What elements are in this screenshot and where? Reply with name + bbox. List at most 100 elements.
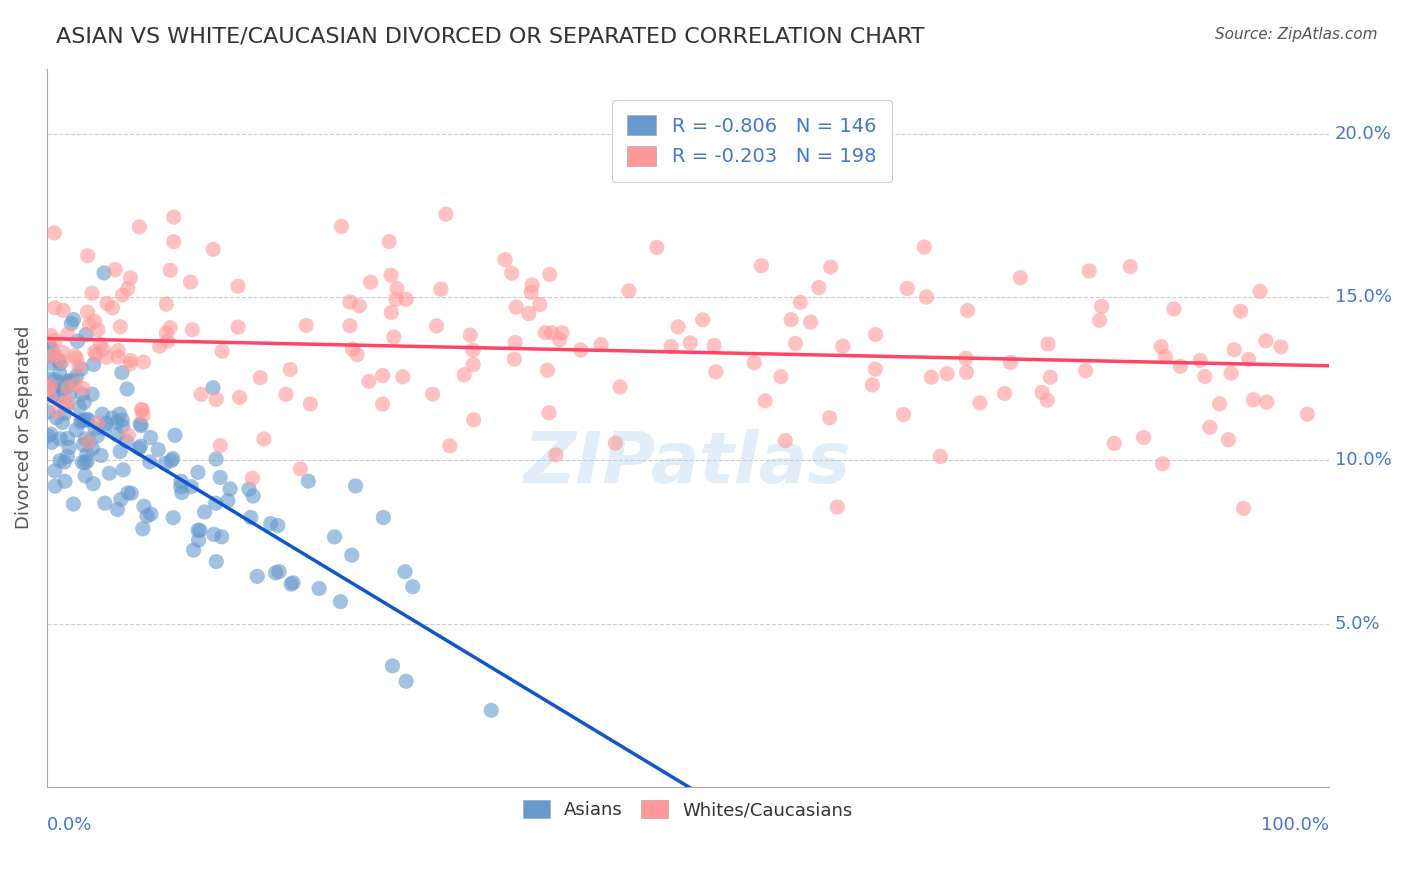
Whites/Caucasians (1223, 343, 1246, 357)
Whites/Caucasians (1296, 407, 1319, 421)
Asians (479, 703, 502, 717)
Asians (56, 378, 79, 392)
Asians (41, 435, 63, 450)
Whites/Caucasians (44, 301, 66, 315)
Whites/Caucasians (609, 380, 631, 394)
Asians (105, 416, 128, 430)
Asians (77, 412, 100, 426)
Asians (75, 456, 97, 470)
Whites/Caucasians (503, 352, 526, 367)
Asians (308, 582, 330, 596)
Whites/Caucasians (659, 339, 682, 353)
Whites/Caucasians (1168, 359, 1191, 374)
Whites/Caucasians (505, 300, 527, 314)
Whites/Caucasians (605, 436, 627, 450)
Whites/Caucasians (131, 402, 153, 417)
Asians (217, 493, 239, 508)
Asians (58, 441, 80, 455)
Whites/Caucasians (91, 343, 114, 357)
Whites/Caucasians (955, 351, 977, 366)
Text: 5.0%: 5.0% (1334, 615, 1381, 632)
Asians (48, 366, 70, 380)
Asians (39, 384, 62, 399)
Whites/Caucasians (929, 450, 952, 464)
Whites/Caucasians (330, 219, 353, 234)
Asians (45, 411, 67, 425)
Asians (139, 455, 162, 469)
Whites/Caucasians (159, 263, 181, 277)
Whites/Caucasians (39, 328, 62, 343)
Whites/Caucasians (1074, 364, 1097, 378)
Whites/Caucasians (80, 286, 103, 301)
Asians (148, 442, 170, 457)
Whites/Caucasians (163, 210, 186, 224)
Legend: Asians, Whites/Caucasians: Asians, Whites/Caucasians (513, 791, 862, 828)
Asians (59, 388, 82, 402)
Whites/Caucasians (111, 288, 134, 302)
Whites/Caucasians (1199, 420, 1222, 434)
Asians (56, 450, 79, 464)
Whites/Caucasians (422, 387, 444, 401)
Whites/Caucasians (380, 268, 402, 283)
Asians (75, 327, 97, 342)
Asians (48, 353, 70, 368)
Asians (105, 502, 128, 516)
Whites/Caucasians (83, 314, 105, 328)
Asians (329, 595, 352, 609)
Asians (209, 470, 232, 484)
Asians (132, 522, 155, 536)
Asians (72, 438, 94, 452)
Asians (42, 383, 65, 397)
Asians (211, 530, 233, 544)
Whites/Caucasians (346, 348, 368, 362)
Whites/Caucasians (391, 370, 413, 384)
Asians (53, 407, 76, 421)
Asians (202, 527, 225, 541)
Whites/Caucasians (156, 334, 179, 349)
Whites/Caucasians (117, 282, 139, 296)
Whites/Caucasians (349, 299, 371, 313)
Whites/Caucasians (339, 318, 361, 333)
Whites/Caucasians (107, 343, 129, 358)
Whites/Caucasians (380, 305, 402, 319)
Asians (42, 388, 65, 402)
Asians (98, 467, 121, 481)
Asians (139, 507, 162, 521)
Whites/Caucasians (205, 392, 228, 407)
Whites/Caucasians (45, 404, 67, 418)
Whites/Caucasians (37, 382, 59, 396)
Whites/Caucasians (299, 397, 322, 411)
Asians (86, 429, 108, 443)
Asians (170, 485, 193, 500)
Whites/Caucasians (789, 295, 811, 310)
Whites/Caucasians (1232, 501, 1254, 516)
Asians (323, 530, 346, 544)
Whites/Caucasians (679, 335, 702, 350)
Whites/Caucasians (132, 409, 155, 423)
Whites/Caucasians (371, 368, 394, 383)
Asians (73, 395, 96, 409)
Asians (90, 449, 112, 463)
Asians (62, 312, 84, 326)
Asians (238, 482, 260, 496)
Asians (66, 369, 89, 384)
Whites/Caucasians (1036, 337, 1059, 351)
Asians (170, 480, 193, 494)
Whites/Caucasians (87, 323, 110, 337)
Whites/Caucasians (1119, 260, 1142, 274)
Whites/Caucasians (39, 378, 62, 392)
Asians (48, 375, 70, 389)
Asians (76, 413, 98, 427)
Whites/Caucasians (769, 369, 792, 384)
Whites/Caucasians (211, 344, 233, 359)
Whites/Caucasians (503, 335, 526, 350)
Whites/Caucasians (1154, 350, 1177, 364)
Asians (162, 451, 184, 466)
Text: 20.0%: 20.0% (1334, 125, 1392, 143)
Asians (82, 476, 104, 491)
Asians (76, 447, 98, 461)
Asians (170, 475, 193, 489)
Asians (115, 382, 138, 396)
Whites/Caucasians (357, 375, 380, 389)
Whites/Caucasians (51, 354, 73, 368)
